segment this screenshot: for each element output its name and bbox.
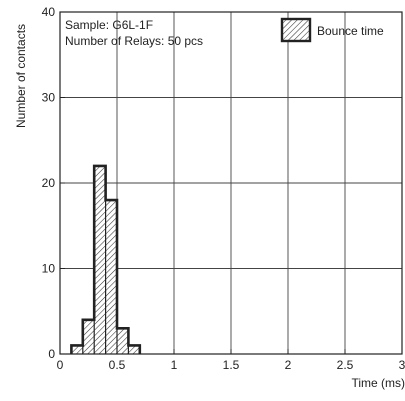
y-tick-label: 0: [48, 347, 55, 361]
x-axis-label: Time (ms): [351, 376, 405, 390]
histogram-bar: [105, 200, 117, 354]
histogram-outline: [70, 164, 142, 354]
x-tick-label: 0.5: [109, 358, 126, 372]
relay-count-annotation: Number of Relays: 50 pcs: [65, 34, 203, 48]
histogram-bar: [94, 165, 106, 354]
y-tick-label: 30: [42, 91, 56, 105]
histogram-bars: [70, 164, 142, 354]
histogram-bar: [82, 319, 95, 354]
y-tick-label: 10: [42, 262, 56, 276]
x-tick-label: 1: [171, 358, 178, 372]
legend: Bounce time: [280, 17, 384, 43]
x-tick-label: 0: [57, 358, 64, 372]
histogram-bar: [117, 328, 129, 354]
x-tick-label: 1.5: [223, 358, 240, 372]
legend-label: Bounce time: [317, 24, 384, 38]
x-tick-label: 3: [399, 358, 405, 372]
x-tick-label: 2: [285, 358, 292, 372]
legend-swatch: [280, 17, 312, 43]
y-axis-label: Number of contacts: [14, 24, 28, 128]
histogram-bar: [71, 345, 83, 354]
histogram-bar: [128, 345, 140, 354]
y-tick-label: 20: [42, 176, 56, 190]
x-tick-label: 2.5: [337, 358, 354, 372]
y-tick-label: 40: [42, 5, 56, 19]
sample-annotation: Sample: G6L-1F: [65, 18, 153, 32]
